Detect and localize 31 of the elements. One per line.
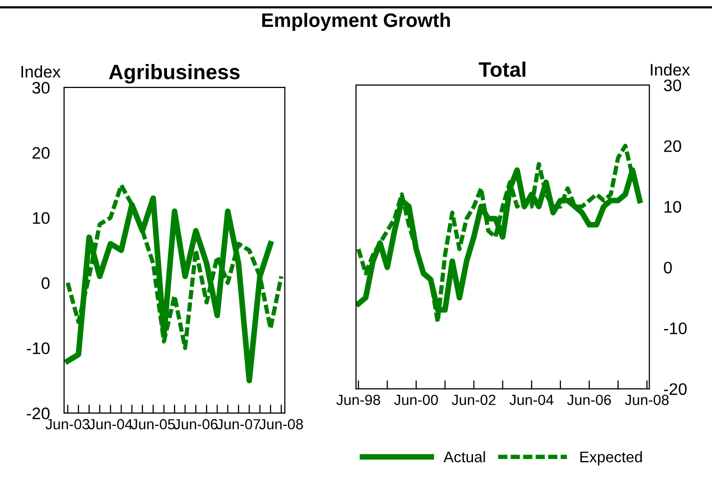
chart-title: Total (478, 62, 526, 77)
x-tick-label: Jun-00 (394, 394, 438, 406)
y-tick-label: -20 (664, 383, 687, 396)
x-tick-label: Jun-05 (131, 419, 175, 430)
y-tick-label: 10 (32, 212, 50, 224)
x-tick-label: Jun-04 (88, 419, 132, 430)
y-axis-title: Index (21, 65, 61, 78)
y-tick-label: 20 (664, 140, 682, 152)
x-tick-label: Jun-08 (259, 419, 303, 430)
x-tick-label: Jun-06 (174, 419, 218, 430)
y-tick-label: -10 (26, 342, 50, 354)
x-tick-label: Jun-06 (567, 394, 611, 406)
x-tick-label: Jun-02 (452, 394, 496, 406)
y-tick-label: 10 (664, 200, 682, 213)
y-tick-label: 30 (32, 82, 50, 94)
y-tick-label: 20 (32, 147, 50, 159)
text: Employment Growth (262, 12, 450, 31)
y-tick-label: -10 (664, 322, 687, 334)
y-tick-label: 30 (664, 79, 682, 92)
x-tick-label: Jun-04 (510, 394, 554, 406)
legend-label: Actual (444, 451, 485, 462)
x-tick-label: Jun-08 (624, 394, 669, 406)
y-tick-label: 0 (42, 277, 50, 290)
chart-title: Agribusiness (108, 64, 240, 84)
y-tick-label: -20 (26, 408, 50, 420)
x-tick-label: Jun-03 (46, 419, 90, 430)
legend-label: Expected (580, 451, 642, 466)
x-tick-label: Jun-98 (336, 394, 380, 406)
y-tick-label: 0 (664, 262, 672, 274)
x-tick-label: Jun-07 (216, 419, 260, 430)
y-axis-title: Index (650, 63, 690, 76)
